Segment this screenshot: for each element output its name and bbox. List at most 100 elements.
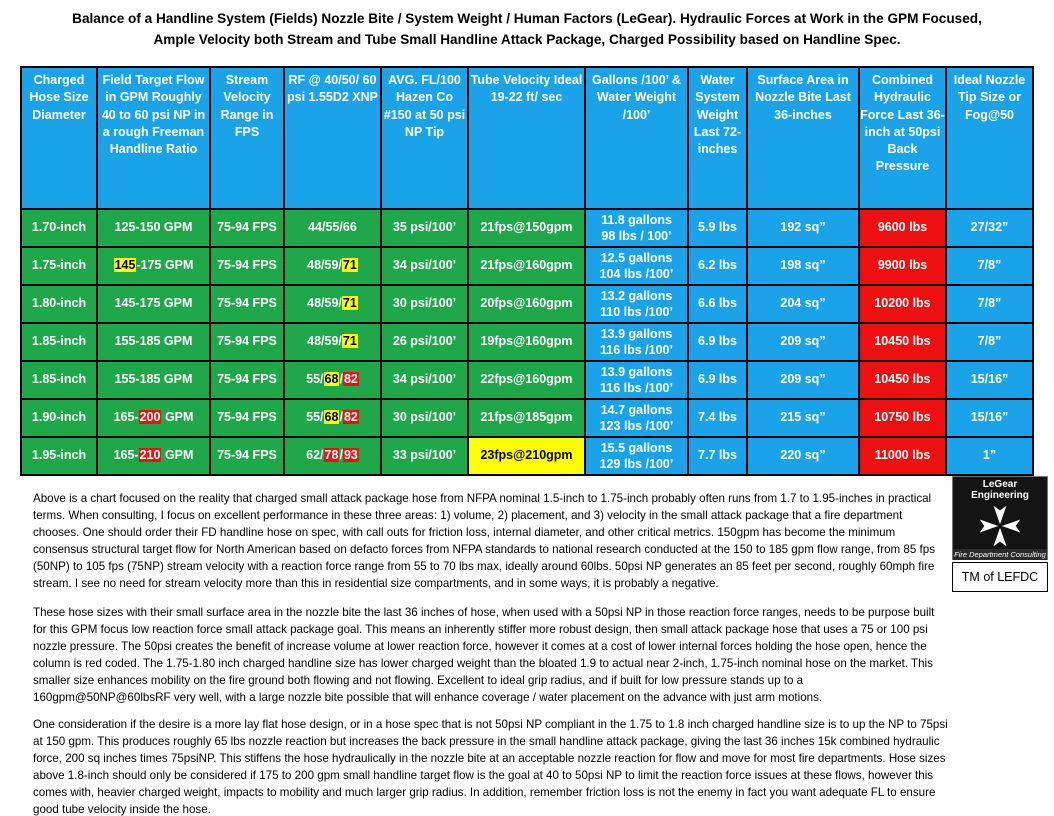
rf-highlight-red: 78 — [323, 448, 340, 463]
cell-surface-area: 220 sq” — [746, 436, 860, 476]
gpm-highlight: 200 — [138, 410, 162, 425]
cell-system-weight: 7.4 lbs — [687, 398, 748, 438]
cell-hose-size: 1.95-inch — [20, 436, 98, 476]
header-gallons-weight: Gallons /100’ & Water Weight /100’ — [584, 66, 689, 210]
cell-hydraulic-force: 10200 lbs — [858, 284, 947, 324]
cell-surface-area: 204 sq” — [746, 284, 860, 324]
legear-logo: LeGear Engineering Fire Department Consu… — [952, 476, 1048, 560]
cell-stream-velocity: 75-94 FPS — [209, 436, 285, 476]
table-row: 1.70-inch 125-150 GPM 75-94 FPS 44/55/66… — [20, 208, 1034, 248]
rf-highlight: 68 — [323, 372, 340, 387]
cell-tube-velocity: 20fps@160gpm — [467, 284, 586, 324]
cell-nozzle-tip: 7/8” — [945, 246, 1034, 286]
cell-hydraulic-force: 10450 lbs — [858, 360, 947, 400]
cell-friction-loss: 30 psi/100’ — [380, 398, 469, 438]
header-tube-velocity: Tube Velocity Ideal 19-22 ft/ sec — [467, 66, 586, 210]
title-line-2: Ample Velocity both Stream and Tube Smal… — [153, 32, 901, 47]
cell-target-flow: 125-150 GPM — [96, 208, 211, 248]
rf-highlight: 71 — [341, 296, 358, 311]
cell-hydraulic-force: 11000 lbs — [858, 436, 947, 476]
cell-reaction-force: 55/68/82 — [283, 398, 382, 438]
cell-target-flow: 155-185 GPM — [96, 322, 211, 362]
cell-hose-size: 1.90-inch — [20, 398, 98, 438]
cell-target-flow: 155-185 GPM — [96, 360, 211, 400]
title-line-1: Balance of a Handline System (Fields) No… — [72, 11, 982, 26]
cell-reaction-force: 48/59/71 — [283, 284, 382, 324]
cell-system-weight: 6.6 lbs — [687, 284, 748, 324]
cell-friction-loss: 30 psi/100’ — [380, 284, 469, 324]
cell-nozzle-tip: 7/8” — [945, 284, 1034, 324]
cell-tube-velocity: 21fps@150gpm — [467, 208, 586, 248]
cell-system-weight: 6.2 lbs — [687, 246, 748, 286]
header-reaction-force: RF @ 40/50/ 60 psi 1.55D2 XNP — [283, 66, 382, 210]
cell-nozzle-tip: 15/16” — [945, 398, 1034, 438]
cell-system-weight: 7.7 lbs — [687, 436, 748, 476]
cell-target-flow: 145-175 GPM — [96, 284, 211, 324]
cell-stream-velocity: 75-94 FPS — [209, 246, 285, 286]
gpm-highlight: 210 — [138, 448, 162, 463]
cell-stream-velocity: 75-94 FPS — [209, 398, 285, 438]
rf-highlight-red: 82 — [342, 372, 359, 387]
document-title: Balance of a Handline System (Fields) No… — [0, 8, 1054, 50]
rf-highlight: 68 — [323, 410, 340, 425]
cell-friction-loss: 34 psi/100’ — [380, 360, 469, 400]
paragraph: Above is a chart focused on the reality … — [33, 492, 936, 591]
maltese-cross-icon — [979, 505, 1021, 547]
table-header-row: Charged Hose Size Diameter Field Target … — [20, 66, 1034, 210]
header-stream-velocity: Stream Velocity Range in FPS — [209, 66, 285, 210]
cell-tube-velocity: 21fps@185gpm — [467, 398, 586, 438]
header-hose-size: Charged Hose Size Diameter — [20, 66, 98, 210]
cell-hose-size: 1.85-inch — [20, 360, 98, 400]
table-row: 1.85-inch 155-185 GPM 75-94 FPS 55/68/82… — [20, 360, 1034, 400]
table-row: 1.75-inch 145-175 GPM 75-94 FPS 48/59/71… — [20, 246, 1034, 286]
cell-gallons-weight: 13.2 gallons 110 lbs /100’ — [584, 284, 689, 324]
cell-surface-area: 209 sq” — [746, 360, 860, 400]
table-row: 1.80-inch 145-175 GPM 75-94 FPS 48/59/71… — [20, 284, 1034, 324]
cell-surface-area: 192 sq” — [746, 208, 860, 248]
header-surface-area: Surface Area in Nozzle Bite Last 36-inch… — [746, 66, 860, 210]
cell-gallons-weight: 13.9 gallons 116 lbs /100’ — [584, 322, 689, 362]
table-row: 1.95-inch 165-210 GPM 75-94 FPS 62/78/93… — [20, 436, 1034, 476]
table-row: 1.85-inch 155-185 GPM 75-94 FPS 48/59/71… — [20, 322, 1034, 362]
handline-table: Charged Hose Size Diameter Field Target … — [20, 66, 1034, 476]
rf-highlight: 71 — [341, 258, 358, 273]
header-system-weight: Water System Weight Last 72-inches — [687, 66, 748, 210]
cell-tube-velocity: 19fps@160gpm — [467, 322, 586, 362]
cell-hose-size: 1.75-inch — [20, 246, 98, 286]
cell-stream-velocity: 75-94 FPS — [209, 284, 285, 324]
cell-reaction-force: 48/59/71 — [283, 322, 382, 362]
cell-system-weight: 6.9 lbs — [687, 322, 748, 362]
cell-nozzle-tip: 15/16” — [945, 360, 1034, 400]
cell-reaction-force: 62/78/93 — [283, 436, 382, 476]
cell-target-flow: 165-200 GPM — [96, 398, 211, 438]
cell-gallons-weight: 14.7 gallons 123 lbs /100’ — [584, 398, 689, 438]
cell-hydraulic-force: 10750 lbs — [858, 398, 947, 438]
logo-subtitle: Fire Department Consulting — [953, 549, 1047, 560]
cell-surface-area: 198 sq” — [746, 246, 860, 286]
cell-nozzle-tip: 27/32” — [945, 208, 1034, 248]
cell-gallons-weight: 15.5 gallons 129 lbs /100’ — [584, 436, 689, 476]
rf-highlight-red: 82 — [342, 410, 359, 425]
paragraph: These hose sizes with their small surfac… — [33, 606, 935, 705]
cell-reaction-force: 48/59/71 — [283, 246, 382, 286]
cell-nozzle-tip: 1” — [945, 436, 1034, 476]
cell-system-weight: 5.9 lbs — [687, 208, 748, 248]
rf-highlight-red: 93 — [342, 448, 359, 463]
cell-stream-velocity: 75-94 FPS — [209, 360, 285, 400]
cell-hose-size: 1.70-inch — [20, 208, 98, 248]
cell-hydraulic-force: 9600 lbs — [858, 208, 947, 248]
cell-hydraulic-force: 9900 lbs — [858, 246, 947, 286]
gpm-highlight: 145 — [113, 258, 137, 273]
cell-target-flow: 165-210 GPM — [96, 436, 211, 476]
cell-nozzle-tip: 7/8” — [945, 322, 1034, 362]
cell-tube-velocity: 21fps@160gpm — [467, 246, 586, 286]
cell-surface-area: 215 sq” — [746, 398, 860, 438]
trademark-caption: TM of LEFDC — [952, 562, 1048, 592]
cell-gallons-weight: 11.8 gallons 98 lbs / 100’ — [584, 208, 689, 248]
cell-reaction-force: 55/68/82 — [283, 360, 382, 400]
header-nozzle-tip: Ideal Nozzle Tip Size or Fog@50 — [945, 66, 1034, 210]
cell-tube-velocity: 22fps@160gpm — [467, 360, 586, 400]
cell-friction-loss: 26 psi/100’ — [380, 322, 469, 362]
cell-system-weight: 6.9 lbs — [687, 360, 748, 400]
cell-reaction-force: 44/55/66 — [283, 208, 382, 248]
